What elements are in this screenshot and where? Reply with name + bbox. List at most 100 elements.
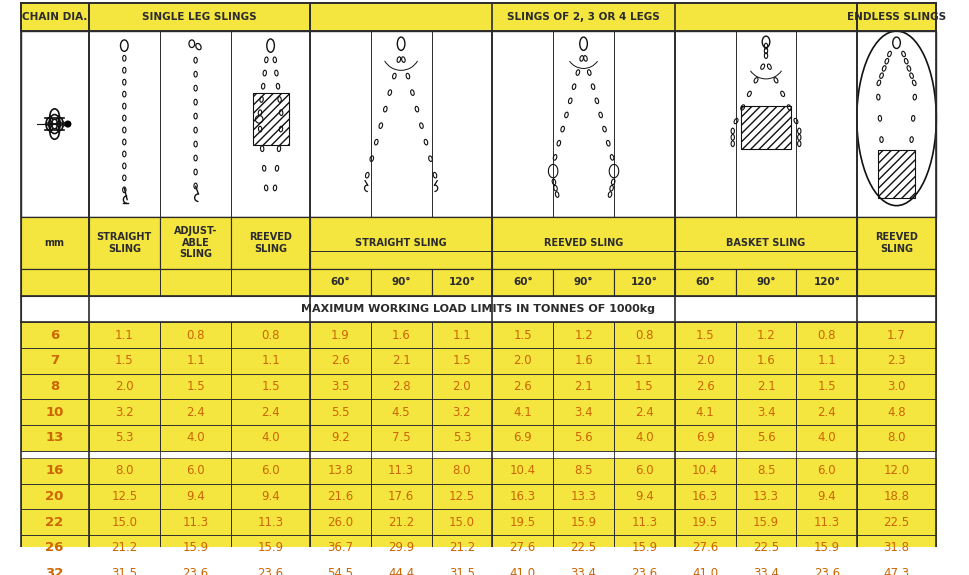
Text: 6.9: 6.9 bbox=[514, 431, 532, 444]
Text: 29.9: 29.9 bbox=[388, 542, 414, 554]
Bar bbox=[310, 509, 371, 535]
Bar bbox=[431, 374, 492, 399]
Bar bbox=[20, 322, 88, 348]
Bar bbox=[88, 399, 160, 425]
Text: 3.2: 3.2 bbox=[453, 405, 471, 419]
Text: 11.3: 11.3 bbox=[388, 465, 414, 477]
Bar bbox=[20, 3, 936, 32]
Bar bbox=[431, 458, 492, 484]
Text: 9.2: 9.2 bbox=[331, 431, 350, 444]
Text: 5.6: 5.6 bbox=[575, 431, 593, 444]
Bar bbox=[858, 374, 936, 399]
Bar bbox=[492, 269, 553, 296]
Bar bbox=[797, 322, 858, 348]
Bar bbox=[614, 484, 674, 509]
Text: 6.0: 6.0 bbox=[818, 465, 836, 477]
Bar bbox=[674, 484, 735, 509]
Text: 1.2: 1.2 bbox=[757, 328, 775, 342]
Text: 2.0: 2.0 bbox=[696, 354, 714, 367]
Text: 5.3: 5.3 bbox=[453, 431, 471, 444]
Bar bbox=[674, 269, 735, 296]
Bar bbox=[735, 374, 797, 399]
Text: 4.0: 4.0 bbox=[635, 431, 654, 444]
Bar bbox=[614, 322, 674, 348]
Bar bbox=[674, 399, 735, 425]
Text: 1.1: 1.1 bbox=[635, 354, 654, 367]
Bar bbox=[232, 322, 310, 348]
Bar bbox=[858, 217, 936, 269]
Text: 16: 16 bbox=[46, 465, 64, 477]
Bar bbox=[431, 535, 492, 561]
Text: 15.9: 15.9 bbox=[571, 516, 597, 529]
Text: 1.5: 1.5 bbox=[514, 328, 532, 342]
Text: 26.0: 26.0 bbox=[328, 516, 354, 529]
Text: 20: 20 bbox=[46, 490, 64, 503]
Text: 16.3: 16.3 bbox=[510, 490, 536, 503]
Text: mm: mm bbox=[45, 238, 65, 248]
Text: 27.6: 27.6 bbox=[510, 542, 536, 554]
Bar bbox=[88, 509, 160, 535]
Bar bbox=[674, 425, 735, 451]
Bar bbox=[20, 425, 88, 451]
Text: 21.2: 21.2 bbox=[388, 516, 414, 529]
Text: 4.5: 4.5 bbox=[391, 405, 411, 419]
Bar bbox=[20, 348, 88, 374]
Bar bbox=[614, 535, 674, 561]
Bar bbox=[20, 458, 88, 484]
Text: 21.6: 21.6 bbox=[328, 490, 354, 503]
Bar bbox=[492, 425, 553, 451]
Bar bbox=[858, 509, 936, 535]
Bar bbox=[674, 217, 858, 269]
Text: 5.6: 5.6 bbox=[757, 431, 775, 444]
Bar bbox=[735, 399, 797, 425]
Bar bbox=[20, 509, 88, 535]
Bar bbox=[735, 269, 797, 296]
Bar bbox=[20, 484, 88, 509]
Text: 13.3: 13.3 bbox=[753, 490, 779, 503]
Bar bbox=[160, 399, 232, 425]
Text: 1.6: 1.6 bbox=[757, 354, 775, 367]
Text: 0.8: 0.8 bbox=[262, 328, 280, 342]
Text: 23.6: 23.6 bbox=[182, 567, 208, 575]
Text: 60°: 60° bbox=[696, 277, 715, 288]
Text: 1.2: 1.2 bbox=[575, 328, 593, 342]
Text: 11.3: 11.3 bbox=[258, 516, 284, 529]
Text: 15.9: 15.9 bbox=[753, 516, 779, 529]
Bar bbox=[310, 561, 371, 575]
Bar bbox=[253, 93, 289, 145]
Bar bbox=[232, 458, 310, 484]
Text: 17.6: 17.6 bbox=[388, 490, 414, 503]
Text: 16.3: 16.3 bbox=[692, 490, 718, 503]
Bar bbox=[232, 217, 310, 269]
Text: 3.4: 3.4 bbox=[757, 405, 775, 419]
Text: 1.5: 1.5 bbox=[115, 354, 134, 367]
Text: 36.7: 36.7 bbox=[328, 542, 354, 554]
Ellipse shape bbox=[51, 119, 57, 129]
Bar bbox=[431, 399, 492, 425]
Bar bbox=[431, 484, 492, 509]
Text: 2.6: 2.6 bbox=[514, 380, 532, 393]
Bar bbox=[310, 399, 371, 425]
Text: 90°: 90° bbox=[756, 277, 776, 288]
Text: 7: 7 bbox=[50, 354, 59, 367]
Bar bbox=[735, 322, 797, 348]
Bar bbox=[431, 561, 492, 575]
Text: 21.2: 21.2 bbox=[449, 542, 475, 554]
Bar bbox=[160, 425, 232, 451]
Text: REEVED
SLING: REEVED SLING bbox=[249, 232, 292, 254]
Bar bbox=[553, 561, 614, 575]
Bar bbox=[20, 399, 88, 425]
Text: 7.5: 7.5 bbox=[391, 431, 411, 444]
Bar bbox=[553, 535, 614, 561]
Text: 8.5: 8.5 bbox=[757, 465, 775, 477]
Text: 9.4: 9.4 bbox=[635, 490, 654, 503]
Text: 5.3: 5.3 bbox=[115, 431, 134, 444]
Text: 1.6: 1.6 bbox=[391, 328, 411, 342]
Text: 1.5: 1.5 bbox=[696, 328, 714, 342]
Bar bbox=[20, 561, 88, 575]
Bar bbox=[797, 561, 858, 575]
Bar bbox=[88, 425, 160, 451]
Bar bbox=[674, 322, 735, 348]
Text: 47.3: 47.3 bbox=[884, 567, 910, 575]
Bar bbox=[553, 322, 614, 348]
